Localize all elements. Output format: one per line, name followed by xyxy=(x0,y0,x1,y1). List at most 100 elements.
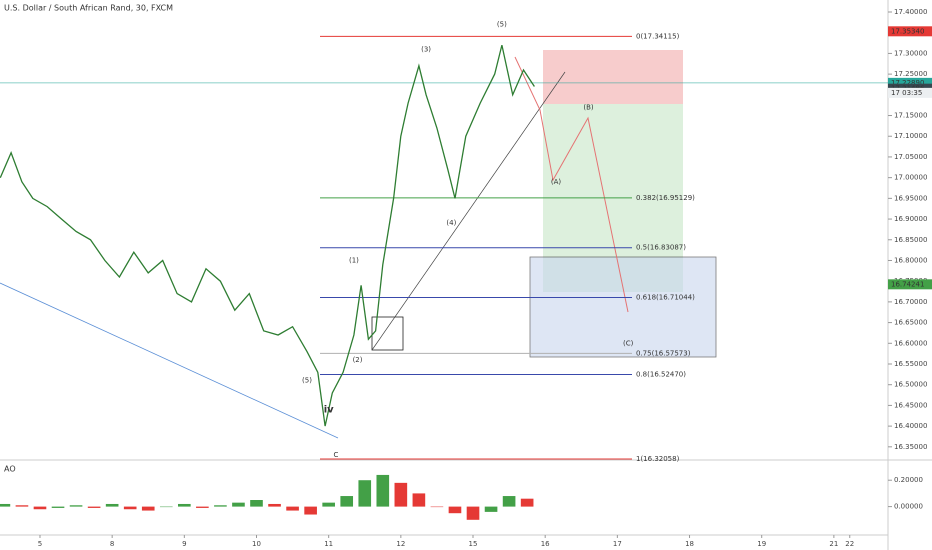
wave-box xyxy=(371,316,404,351)
price-tag-label: 16.74241 xyxy=(891,280,924,288)
y-tick-label: 16.50000 xyxy=(894,381,927,389)
y-tick-label: 17.10000 xyxy=(894,132,927,140)
x-tick-label: 21 xyxy=(829,540,838,548)
ao-bar xyxy=(376,474,390,507)
ao-bar xyxy=(322,502,335,507)
trend-line xyxy=(371,71,566,351)
ao-bar xyxy=(466,506,480,520)
y-tick-label: 16.65000 xyxy=(894,319,927,327)
x-tick-label: 12 xyxy=(396,540,405,548)
projection-path xyxy=(514,56,629,313)
y-tick-label: 16.35000 xyxy=(894,443,927,451)
price-tag-label: 17.22890 xyxy=(891,79,924,87)
ao-bar xyxy=(178,503,191,507)
ao-bar xyxy=(502,496,516,507)
y-tick-label: 16.90000 xyxy=(894,215,927,223)
y-tick-label: 16.60000 xyxy=(894,339,927,347)
fib-label: 0.5(16.83087) xyxy=(636,244,686,252)
ao-bar xyxy=(430,506,444,508)
ao-bar xyxy=(268,503,281,507)
x-tick-label: 17 xyxy=(613,540,622,548)
fib-label: 0.382(16.95129) xyxy=(636,194,695,202)
pane-title: AO xyxy=(4,465,16,474)
x-tick-label: 10 xyxy=(252,540,261,548)
ao-bar xyxy=(141,506,155,511)
wave-label: (3) xyxy=(421,45,431,53)
y-tick-label: 17.40000 xyxy=(894,8,927,16)
wave-label: (2) xyxy=(353,356,363,364)
ao-bar xyxy=(358,480,372,507)
fib-label: 1(16.32058) xyxy=(636,455,680,463)
target-box xyxy=(529,256,717,358)
fib-label: 0(17.34115) xyxy=(636,32,680,40)
wave-label: (1) xyxy=(349,256,359,264)
trend-line xyxy=(0,282,339,439)
y-tick-label: 17.15000 xyxy=(894,112,927,120)
y-tick-label: 17.30000 xyxy=(894,49,927,57)
ao-bar xyxy=(286,506,299,511)
ao-bar xyxy=(15,505,29,507)
wave-label: (4) xyxy=(446,219,456,227)
ao-bar xyxy=(340,496,354,507)
ao-tick-label: 0.20000 xyxy=(894,476,923,484)
y-tick-label: 16.55000 xyxy=(894,360,927,368)
x-tick-label: 9 xyxy=(182,540,186,548)
y-tick-label: 16.45000 xyxy=(894,401,927,409)
x-tick-label: 11 xyxy=(324,540,333,548)
ao-bar xyxy=(159,506,173,508)
ao-bar xyxy=(520,498,534,507)
ao-bar xyxy=(232,502,245,507)
ao-bar xyxy=(105,503,119,507)
y-tick-label: 16.40000 xyxy=(894,422,927,430)
wave-label: (5) xyxy=(302,377,312,385)
wave-label: (A) xyxy=(551,178,562,186)
wave-label: (B) xyxy=(583,103,594,111)
ao-bar xyxy=(412,493,426,507)
y-tick-label: 17.05000 xyxy=(894,153,927,161)
wave-label: iv xyxy=(324,405,334,416)
x-tick-label: 18 xyxy=(685,540,694,548)
ao-bar xyxy=(484,506,498,512)
ao-bar xyxy=(51,506,65,508)
y-tick-label: 16.70000 xyxy=(894,298,927,306)
y-tick-label: 17.25000 xyxy=(894,70,927,78)
x-tick-label: 22 xyxy=(845,540,854,548)
y-tick-label: 16.85000 xyxy=(894,236,927,244)
fib-label: 0.8(16.52470) xyxy=(636,370,686,378)
price-tag-label: 17.35340 xyxy=(891,27,924,35)
countdown-label: 17 03:35 xyxy=(891,89,922,97)
x-tick-label: 5 xyxy=(38,540,42,548)
y-tick-label: 16.95000 xyxy=(894,194,927,202)
ao-bar xyxy=(250,500,263,507)
fib-label: 0.618(16.71044) xyxy=(636,294,695,302)
chart-title: U.S. Dollar / South African Rand, 30, FX… xyxy=(4,4,173,13)
ao-bar xyxy=(448,506,462,514)
ao-bar xyxy=(33,506,47,510)
y-tick-label: 17.00000 xyxy=(894,174,927,182)
ao-bar xyxy=(196,506,209,508)
ao-bar xyxy=(123,506,137,510)
ao-bar xyxy=(214,505,227,507)
ao-tick-label: 0.00000 xyxy=(894,503,923,511)
countdown-tag xyxy=(888,87,932,98)
ao-bar xyxy=(304,506,317,515)
price-line xyxy=(0,44,535,427)
risk-zone xyxy=(543,50,683,104)
y-tick-label: 16.80000 xyxy=(894,256,927,264)
x-tick-label: 8 xyxy=(110,540,114,548)
price-tag xyxy=(888,279,932,290)
x-tick-label: 15 xyxy=(469,540,478,548)
wave-label: C xyxy=(333,451,338,459)
price-tag xyxy=(888,26,932,37)
ao-bar xyxy=(69,505,83,507)
x-tick-label: 19 xyxy=(757,540,766,548)
ao-bar xyxy=(394,482,408,507)
price-tag xyxy=(888,77,932,88)
wave-label: (5) xyxy=(497,20,507,28)
ao-bar xyxy=(87,506,101,508)
x-tick-label: 16 xyxy=(541,540,550,548)
wave-label: (C) xyxy=(623,339,634,347)
fib-label: 0.75(16.57573) xyxy=(636,349,691,357)
